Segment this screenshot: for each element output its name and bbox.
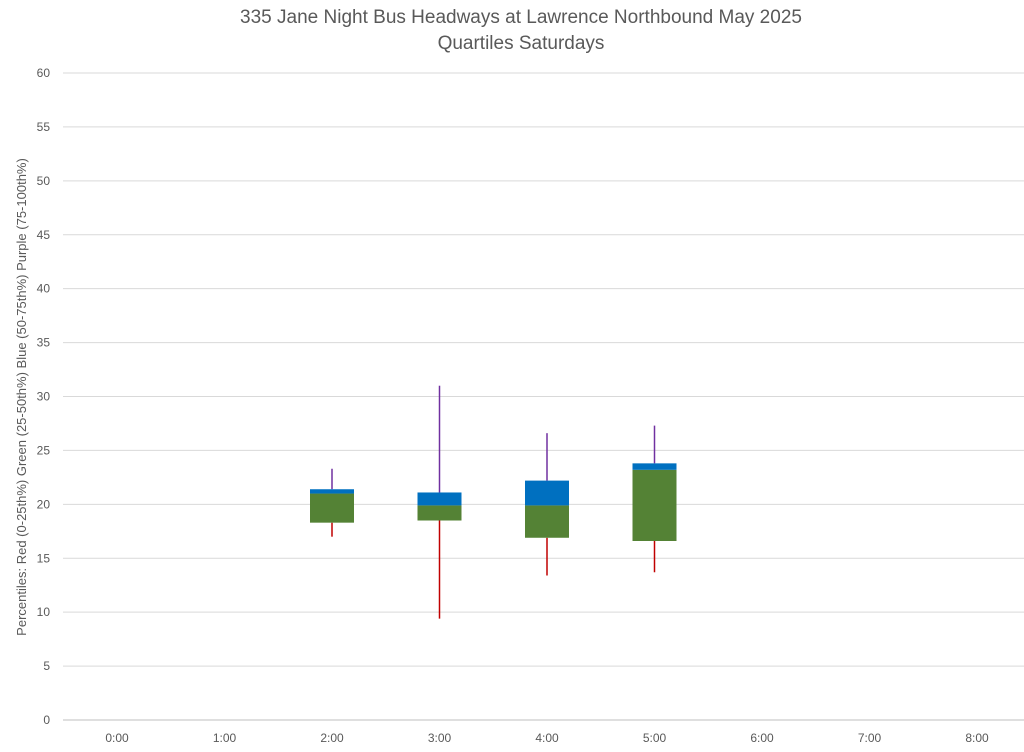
- x-tick-label: 5:00: [643, 731, 667, 745]
- y-tick-label: 0: [43, 713, 50, 727]
- y-tick-label: 60: [37, 66, 51, 80]
- box-400: [525, 433, 569, 576]
- x-tick-label: 7:00: [858, 731, 882, 745]
- x-tick-label: 3:00: [428, 731, 452, 745]
- x-tick-label: 1:00: [213, 731, 237, 745]
- lower-box-q1-median: [310, 493, 354, 523]
- boxes: [310, 385, 677, 619]
- upper-box-median-q3: [310, 489, 354, 494]
- chart-title-line-2: Quartiles Saturdays: [438, 33, 605, 54]
- y-axis-label: Percentiles: Red (0-25th%) Green (25-50t…: [14, 158, 29, 636]
- y-tick-label: 35: [37, 336, 51, 350]
- y-tick-label: 30: [37, 390, 51, 404]
- lower-box-q1-median: [525, 505, 569, 538]
- y-tick-label: 10: [37, 605, 51, 619]
- y-tick-label: 15: [37, 551, 51, 565]
- box-300: [417, 385, 462, 619]
- y-axis-ticks: 0 5 10 15 20 25 30 35 40 45 50 55 60: [37, 66, 51, 727]
- y-tick-label: 20: [37, 497, 51, 511]
- x-tick-label: 4:00: [535, 731, 559, 745]
- x-tick-label: 6:00: [750, 731, 774, 745]
- upper-box-median-q3: [417, 492, 462, 506]
- x-tick-label: 2:00: [320, 731, 344, 745]
- y-tick-label: 40: [37, 282, 51, 296]
- x-tick-label: 0:00: [105, 731, 129, 745]
- box-200: [310, 468, 354, 537]
- x-axis-ticks: 0:00 1:00 2:00 3:00 4:00 5:00 6:00 7:00 8:00: [105, 731, 989, 745]
- y-tick-label: 50: [37, 174, 51, 188]
- box-500: [632, 425, 677, 573]
- lower-box-q1-median: [632, 469, 677, 541]
- x-tick-label: 8:00: [965, 731, 989, 745]
- lower-box-q1-median: [417, 505, 462, 521]
- upper-box-median-q3: [525, 480, 569, 506]
- y-tick-label: 55: [37, 120, 51, 134]
- y-tick-label: 5: [43, 659, 50, 673]
- y-tick-label: 25: [37, 443, 51, 457]
- upper-box-median-q3: [632, 463, 677, 470]
- gridlines: [63, 72, 1024, 721]
- chart-title-line-1: 335 Jane Night Bus Headways at Lawrence …: [240, 7, 802, 28]
- y-tick-label: 45: [37, 228, 51, 242]
